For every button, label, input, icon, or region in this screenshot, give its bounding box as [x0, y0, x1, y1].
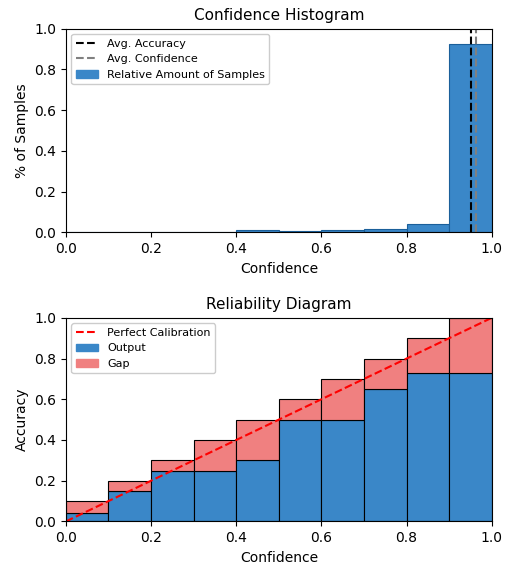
- Bar: [194, 470, 236, 521]
- Bar: [108, 481, 151, 491]
- Bar: [66, 501, 108, 513]
- X-axis label: Confidence: Confidence: [240, 261, 318, 276]
- X-axis label: Confidence: Confidence: [240, 551, 318, 565]
- Bar: [236, 419, 279, 460]
- Y-axis label: % of Samples: % of Samples: [15, 83, 28, 178]
- Bar: [279, 419, 321, 521]
- Bar: [321, 379, 364, 419]
- Bar: [449, 373, 492, 521]
- Bar: [364, 389, 407, 521]
- Bar: [194, 440, 236, 470]
- Bar: [108, 491, 151, 521]
- Bar: [236, 230, 279, 232]
- Legend: Avg. Accuracy, Avg. Confidence, Relative Amount of Samples: Avg. Accuracy, Avg. Confidence, Relative…: [71, 34, 269, 84]
- Bar: [66, 513, 108, 521]
- Bar: [364, 229, 407, 232]
- Bar: [321, 419, 364, 521]
- Title: Confidence Histogram: Confidence Histogram: [194, 9, 364, 23]
- Bar: [449, 318, 492, 373]
- Y-axis label: Accuracy: Accuracy: [15, 388, 28, 452]
- Bar: [407, 338, 449, 373]
- Bar: [151, 460, 194, 470]
- Legend: Perfect Calibration, Output, Gap: Perfect Calibration, Output, Gap: [71, 323, 215, 374]
- Bar: [407, 373, 449, 521]
- Bar: [151, 470, 194, 521]
- Bar: [407, 224, 449, 232]
- Bar: [364, 359, 407, 389]
- Bar: [321, 230, 364, 232]
- Title: Reliability Diagram: Reliability Diagram: [206, 297, 351, 312]
- Bar: [279, 399, 321, 419]
- Bar: [279, 231, 321, 232]
- Bar: [449, 44, 492, 232]
- Bar: [236, 460, 279, 521]
